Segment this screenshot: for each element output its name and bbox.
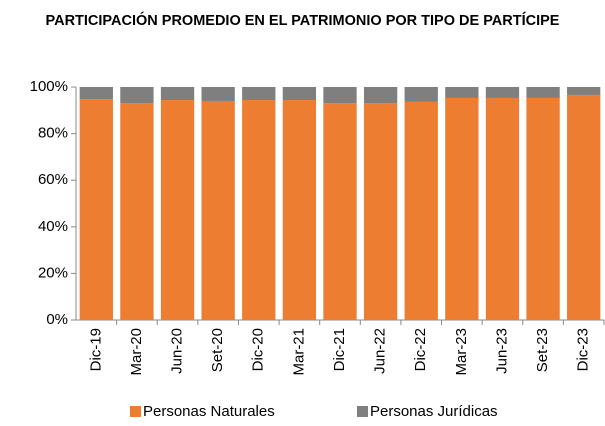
- bar-segment: [242, 100, 276, 320]
- bar-segment: [79, 99, 113, 320]
- legend-swatch: [130, 406, 141, 417]
- bar-segment: [404, 87, 438, 102]
- bar-segment: [485, 97, 520, 321]
- bar-segment: [282, 100, 317, 320]
- bar-segment: [323, 103, 357, 321]
- x-tick-label: Mar-23: [453, 328, 470, 376]
- x-tick-label: Set-20: [209, 328, 226, 372]
- x-tick-label: Dic-20: [250, 328, 267, 371]
- bar-segment: [160, 100, 195, 320]
- bar-segment: [485, 87, 520, 98]
- x-tick-label: Dic-19: [87, 328, 104, 371]
- x-tick-label: Set-23: [534, 328, 551, 372]
- x-tick-label: Mar-20: [128, 328, 145, 376]
- y-tick-label: 40%: [38, 218, 68, 235]
- bar-segment: [242, 87, 276, 101]
- x-tick-label: Jun-20: [169, 328, 186, 374]
- bar-segment: [282, 87, 317, 101]
- y-tick-label: 20%: [38, 264, 68, 281]
- bar-segment: [120, 87, 154, 104]
- bar-segment: [404, 101, 438, 320]
- x-tick-label: Mar-21: [290, 328, 307, 376]
- bar-segment: [363, 103, 398, 321]
- bar-segment: [363, 87, 398, 104]
- bar-segment: [526, 87, 560, 98]
- bar-segment: [323, 87, 357, 104]
- bar-segment: [160, 87, 195, 101]
- bar-segment: [79, 87, 113, 100]
- y-tick-label: 100%: [30, 78, 68, 95]
- legend-label: Personas Naturales: [143, 403, 275, 420]
- legend-label: Personas Jurídicas: [370, 403, 498, 420]
- x-tick-label: Dic-22: [412, 328, 429, 371]
- x-tick-label: Dic-21: [331, 328, 348, 371]
- x-tick-label: Dic-23: [575, 328, 592, 371]
- bar-segment: [526, 97, 560, 321]
- x-tick-label: Jun-22: [372, 328, 389, 374]
- bar-segment: [445, 87, 479, 98]
- bar-segment: [120, 103, 154, 321]
- y-tick-label: 80%: [38, 125, 68, 142]
- x-tick-label: Jun-23: [493, 328, 510, 374]
- bar-segment: [201, 100, 235, 320]
- legend-swatch: [357, 406, 368, 417]
- bar-segment: [201, 87, 235, 101]
- bar-segment: [567, 94, 601, 320]
- chart-title: PARTICIPACIÓN PROMEDIO EN EL PATRIMONIO …: [45, 13, 560, 29]
- y-tick-label: 0%: [46, 311, 68, 328]
- y-tick-label: 60%: [38, 171, 68, 188]
- bar-segment: [567, 87, 601, 95]
- bar-segment: [445, 97, 479, 321]
